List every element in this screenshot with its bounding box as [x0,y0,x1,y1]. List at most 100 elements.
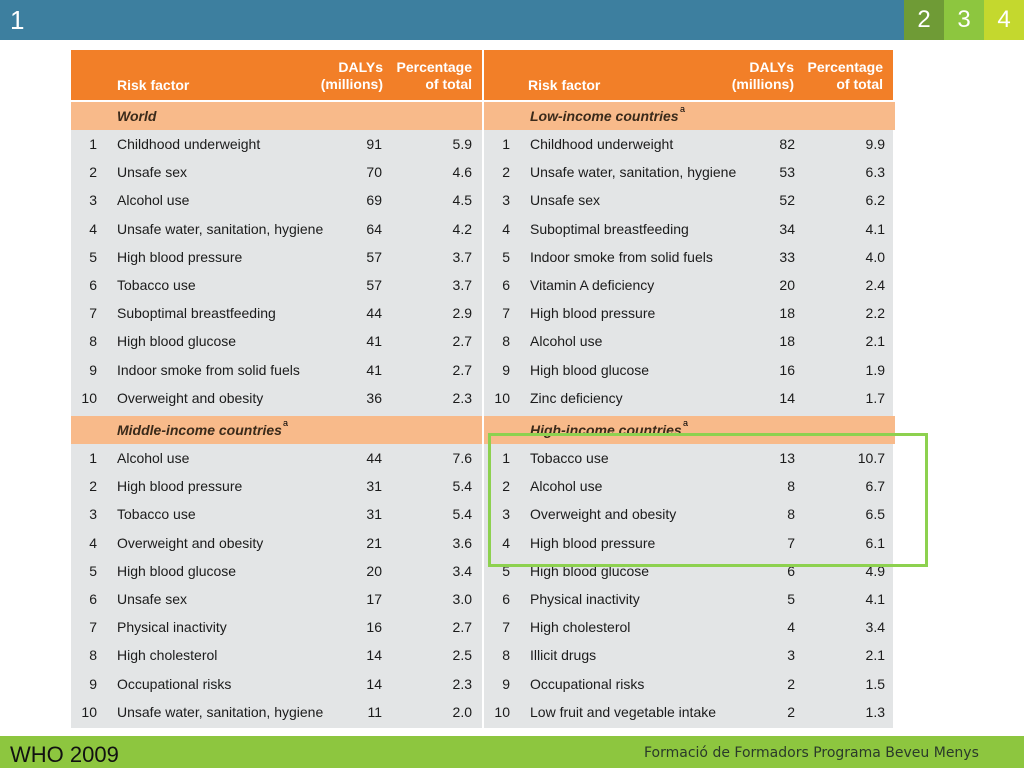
table-row: 3 Unsafe sex 52 6.2 [484,186,895,214]
dalys-cell: 44 [366,305,382,322]
rank-cell: 9 [89,675,97,692]
risk-factor-cell: Unsafe sex [530,192,601,209]
percentage-cell: 2.1 [865,647,885,664]
percentage-cell: 3.7 [452,277,472,293]
dalys-cell: 57 [366,277,382,293]
dalys-cell: 8 [787,478,795,495]
dalys-cell: 6 [787,562,795,579]
table-row: 6 Tobacco use 57 3.7 [71,271,482,299]
section-title: Middle-income countries [117,422,282,438]
table-row: 3 Alcohol use 69 4.5 [71,186,482,214]
rank-cell: 8 [89,333,97,350]
section-header: World [71,102,482,130]
dalys-cell: 18 [779,333,795,350]
rank-cell: 9 [502,361,510,378]
table-row: 10 Unsafe water, sanitation, hygiene 11 2.0 [71,698,482,726]
table-row: 1 Alcohol use 44 7.6 [71,444,482,472]
dalys-cell: 20 [366,562,382,579]
table-row: 8 Alcohol use 18 2.1 [484,327,895,355]
dalys-cell: 18 [779,305,795,322]
dalys-cell: 14 [366,675,382,692]
rank-cell: 10 [81,703,97,720]
dalys-cell: 5 [787,591,795,607]
slide-tab-2[interactable]: 2 [904,0,944,40]
risk-factor-cell: Alcohol use [117,192,190,209]
risk-factor-cell: Childhood underweight [117,136,261,152]
dalys-cell: 13 [779,450,795,466]
percentage-cell: 5.4 [452,478,472,495]
rank-cell: 4 [89,534,97,551]
risk-factor-cell: Unsafe water, sanitation, hygiene [530,164,737,181]
dalys-cell: 7 [787,534,795,551]
risk-factor-cell: Occupational risks [530,675,645,692]
table-row: 7 High cholesterol 4 3.4 [484,613,895,641]
rank-cell: 5 [502,248,510,265]
risk-factor-cell: High blood pressure [530,534,656,551]
table-row: 10 Low fruit and vegetable intake 2 1.3 [484,698,895,726]
section-title: Low-income countries [530,108,679,124]
dalys-cell: 20 [779,277,795,293]
section-footnote-marker: a [683,418,689,428]
rank-cell: 8 [502,333,510,350]
percentage-cell: 7.6 [452,450,472,466]
header-dalys-right: DALYs (millions) [731,59,794,92]
percentage-cell: 2.4 [865,277,885,293]
table-row: 1 Childhood underweight 91 5.9 [71,130,482,158]
table-row: 5 High blood glucose 20 3.4 [71,557,482,585]
slide-tab-3[interactable]: 3 [944,0,984,40]
rank-cell: 7 [89,305,97,322]
footer-bar [0,736,1024,768]
table-row: 7 High blood pressure 18 2.2 [484,299,895,327]
footer-program-title: Formació de Formadors Programa Beveu Men… [644,745,979,761]
rank-cell: 9 [89,361,97,378]
percentage-cell: 2.5 [452,647,472,664]
dalys-cell: 17 [366,591,382,607]
dalys-cell: 53 [779,164,795,181]
risk-factor-cell: Low fruit and vegetable intake [530,703,717,720]
percentage-cell: 10.7 [857,450,885,466]
risk-factor-cell: Unsafe sex [117,591,188,607]
rank-cell: 2 [502,478,510,495]
rank-cell: 5 [89,562,97,579]
dalys-cell: 41 [366,333,382,350]
rank-cell: 10 [81,389,97,406]
dalys-cell: 16 [366,619,382,636]
rank-cell: 7 [502,305,510,322]
dalys-cell: 69 [366,192,382,209]
percentage-cell: 4.2 [452,220,472,237]
header-risk-factor-left: Risk factor [117,77,190,93]
table-row: 3 Overweight and obesity 8 6.5 [484,500,895,528]
table-row: 4 Suboptimal breastfeeding 34 4.1 [484,215,895,243]
dalys-cell: 16 [779,361,795,378]
header-risk-factor-right: Risk factor [528,77,601,93]
dalys-cell: 8 [787,506,795,523]
risk-factor-cell: High blood pressure [530,305,656,322]
risk-factor-cell: Tobacco use [117,277,196,293]
table-row: 8 High cholesterol 14 2.5 [71,641,482,669]
percentage-cell: 1.5 [865,675,885,692]
risk-factor-cell: High blood pressure [117,248,243,265]
section-header: High-income countries a [484,416,895,444]
slide-number: 1 [10,5,25,35]
percentage-cell: 5.4 [452,506,472,523]
percentage-cell: 1.3 [865,703,885,720]
rank-cell: 10 [494,703,510,720]
section-header: Middle-income countries a [71,416,482,444]
rank-cell: 8 [89,647,97,664]
rank-cell: 5 [502,562,510,579]
risk-factor-table: Risk factor DALYs (millions) Percentage of… [71,50,895,728]
risk-factor-cell: Tobacco use [530,450,609,466]
dalys-cell: 33 [779,248,795,265]
rank-cell: 6 [89,591,97,607]
header-dalys-left: DALYs (millions) [320,59,383,92]
risk-factor-cell: Overweight and obesity [530,506,677,523]
dalys-cell: 57 [366,248,382,265]
slide-tab-4[interactable]: 4 [984,0,1024,40]
dalys-cell: 64 [366,220,382,237]
table-row: 5 Indoor smoke from solid fuels 33 4.0 [484,243,895,271]
risk-factor-cell: Tobacco use [117,506,196,523]
percentage-cell: 9.9 [865,136,885,152]
rank-cell: 1 [89,136,97,152]
dalys-cell: 52 [779,192,795,209]
dalys-cell: 11 [367,703,382,720]
